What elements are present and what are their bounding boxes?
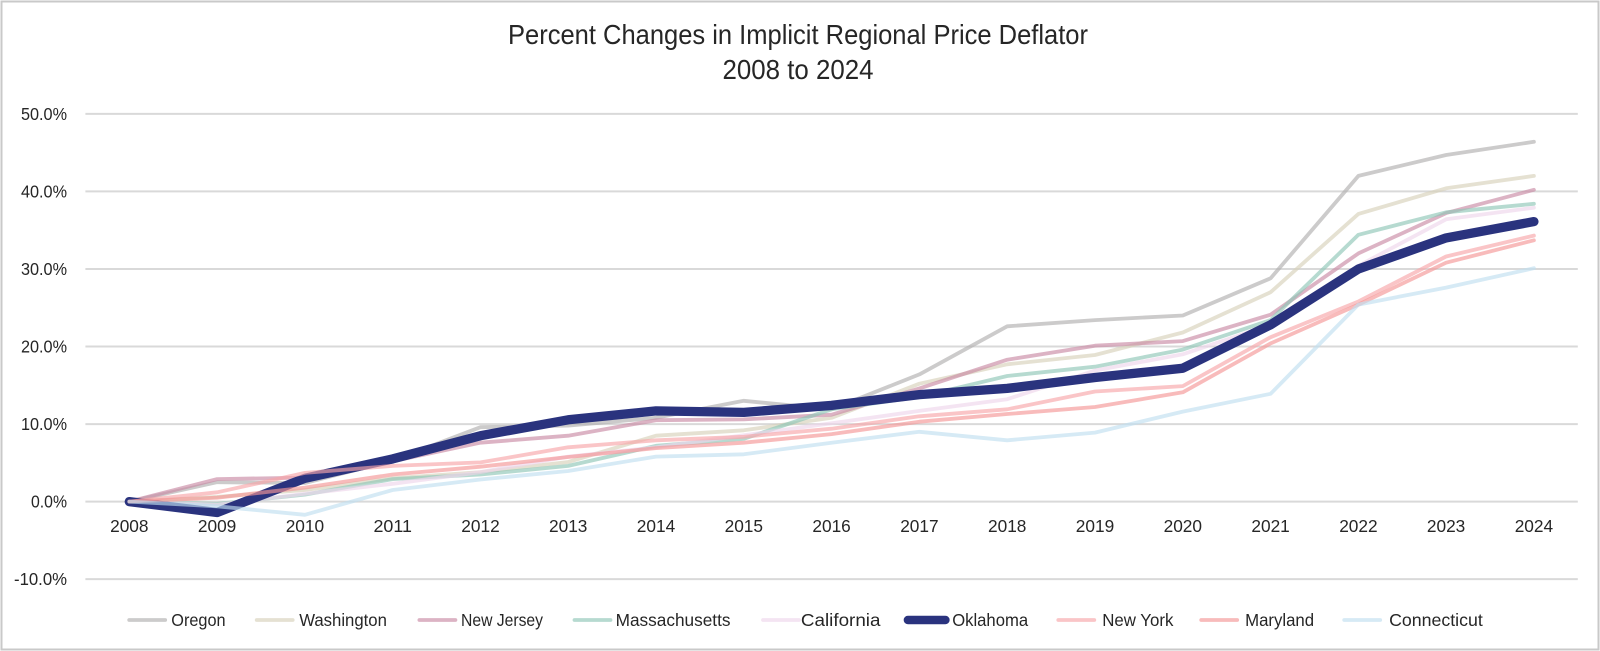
svg-text:2013: 2013 xyxy=(549,516,588,536)
svg-text:Percent Changes in Implicit Re: Percent Changes in Implicit Regional Pri… xyxy=(508,19,1088,50)
svg-text:2014: 2014 xyxy=(637,516,676,536)
svg-text:2011: 2011 xyxy=(374,516,412,536)
svg-text:10.0%: 10.0% xyxy=(21,414,67,434)
svg-text:2020: 2020 xyxy=(1164,516,1203,536)
svg-text:Oklahoma: Oklahoma xyxy=(952,610,1028,630)
svg-text:50.0%: 50.0% xyxy=(21,104,67,124)
svg-text:New Jersey: New Jersey xyxy=(461,610,543,630)
svg-text:California: California xyxy=(801,610,881,630)
svg-text:2012: 2012 xyxy=(461,516,499,536)
svg-text:2022: 2022 xyxy=(1339,516,1377,536)
svg-text:2017: 2017 xyxy=(900,516,938,536)
svg-text:Oregon: Oregon xyxy=(171,610,225,630)
svg-text:2008: 2008 xyxy=(110,516,149,536)
svg-text:40.0%: 40.0% xyxy=(21,181,67,201)
svg-text:2010: 2010 xyxy=(286,516,325,536)
svg-text:2024: 2024 xyxy=(1515,516,1554,536)
svg-text:Massachusetts: Massachusetts xyxy=(616,610,731,630)
svg-text:2008 to 2024: 2008 to 2024 xyxy=(723,54,874,85)
svg-text:2018: 2018 xyxy=(988,516,1027,536)
svg-text:2021: 2021 xyxy=(1251,516,1290,536)
svg-text:Washington: Washington xyxy=(299,610,387,630)
svg-text:20.0%: 20.0% xyxy=(21,337,67,357)
svg-text:New York: New York xyxy=(1102,610,1173,630)
svg-text:2023: 2023 xyxy=(1427,516,1466,536)
svg-text:2019: 2019 xyxy=(1076,516,1115,536)
svg-text:30.0%: 30.0% xyxy=(21,259,67,279)
svg-text:Connecticut: Connecticut xyxy=(1389,610,1483,630)
svg-text:2009: 2009 xyxy=(198,516,237,536)
svg-text:0.0%: 0.0% xyxy=(31,492,67,512)
svg-text:-10.0%: -10.0% xyxy=(14,569,67,589)
svg-text:2016: 2016 xyxy=(812,516,851,536)
svg-text:2015: 2015 xyxy=(725,516,764,536)
svg-text:Maryland: Maryland xyxy=(1245,610,1314,630)
